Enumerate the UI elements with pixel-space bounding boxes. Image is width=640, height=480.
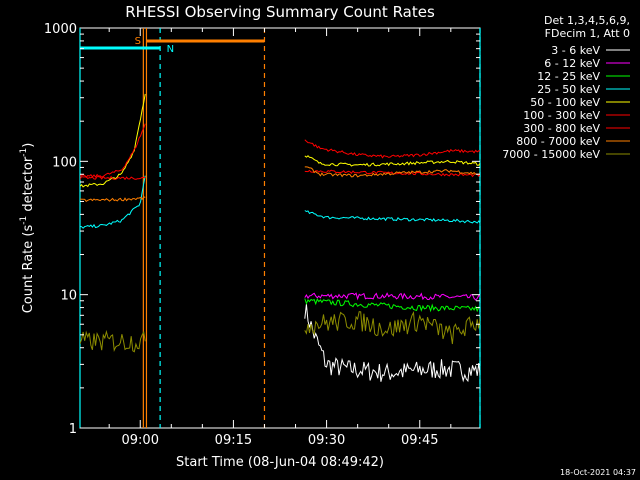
series-line-8-post: [304, 311, 480, 345]
legend-label: 800 - 7000 keV: [516, 135, 600, 148]
series-line-6-pre: [80, 175, 146, 181]
legend-label: 12 - 25 keV: [537, 70, 600, 83]
y-tick-label: 10: [60, 289, 77, 304]
legend-header-fdecim: FDecim 1, Att 0: [545, 27, 630, 40]
time-markers: SN: [79, 28, 481, 428]
series-lines: [80, 93, 480, 383]
legend: Det 1,3,4,5,6,9, FDecim 1, Att 0 3 - 6 k…: [502, 14, 630, 161]
series-line-0-post: [304, 304, 480, 383]
x-axis-label: Start Time (08-Jun-04 08:49:42): [176, 455, 384, 470]
legend-label: 50 - 100 keV: [530, 96, 600, 109]
legend-label: 25 - 50 keV: [537, 83, 600, 96]
series-line-4-post: [304, 155, 480, 167]
x-tick-label: 09:15: [215, 433, 252, 448]
legend-label: 6 - 12 keV: [544, 57, 600, 70]
series-line-8-pre: [80, 329, 146, 353]
series-line-3-pre: [80, 175, 146, 229]
series-line-1-post: [304, 292, 480, 301]
series-line-5-pre: [80, 123, 146, 178]
series-line-5-post: [304, 139, 480, 159]
plot-timestamp: 18-Oct-2021 04:37: [560, 468, 636, 477]
y-tick-label: 100: [52, 155, 77, 170]
x-axis-ticks: 09:00 09:15 09:30 09:45: [108, 28, 452, 448]
series-line-3-post: [304, 210, 480, 224]
legend-header-detectors: Det 1,3,4,5,6,9,: [544, 14, 630, 27]
saa-flag-label: S: [135, 36, 141, 47]
x-tick-label: 09:30: [308, 433, 345, 448]
night-flag-label: N: [167, 44, 174, 55]
x-tick-label: 09:45: [401, 433, 438, 448]
series-line-7-post: [304, 166, 480, 178]
y-axis-ticks: 1 10 100 1000: [44, 22, 480, 437]
y-tick-label: 1: [69, 422, 77, 437]
legend-label: 100 - 300 keV: [523, 109, 600, 122]
series-line-4-pre: [80, 93, 146, 188]
legend-label: 300 - 800 keV: [523, 122, 600, 135]
series-line-2-post: [304, 298, 480, 313]
legend-label: 3 - 6 keV: [551, 44, 600, 57]
series-line-6-post: [304, 169, 480, 178]
x-tick-label: 09:00: [122, 433, 159, 448]
chart-title: RHESSI Observing Summary Count Rates: [125, 3, 435, 21]
series-line-7-pre: [80, 196, 146, 202]
y-tick-label: 1000: [44, 22, 77, 37]
legend-label: 7000 - 15000 keV: [502, 148, 600, 161]
y-axis-label: Count Rate (s-1 detector-1): [19, 143, 36, 314]
